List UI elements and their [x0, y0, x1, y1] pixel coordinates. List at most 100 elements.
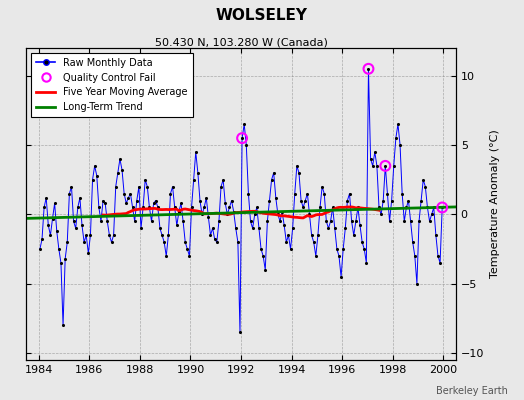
Point: [352, 218, 360, 224]
Point: [428, 211, 436, 218]
Point: [419, 176, 428, 183]
Point: [107, 239, 116, 245]
Point: [407, 218, 415, 224]
Point: [381, 163, 389, 169]
Point: [73, 204, 82, 211]
Y-axis label: Temperature Anomaly (°C): Temperature Anomaly (°C): [489, 130, 500, 278]
Point: [110, 232, 118, 238]
Point: [276, 218, 284, 224]
Point: [151, 197, 160, 204]
Point: [194, 170, 202, 176]
Point: [101, 200, 110, 206]
Point: [232, 225, 240, 232]
Point: [385, 218, 394, 224]
Point: [185, 253, 194, 259]
Point: [398, 190, 406, 197]
Point: [211, 236, 219, 242]
Point: [183, 246, 191, 252]
Point: [322, 218, 331, 224]
Point: [425, 218, 434, 224]
Point: [116, 156, 124, 162]
Point: [133, 197, 141, 204]
Point: [436, 260, 444, 266]
Point: [82, 232, 91, 238]
Point: [213, 239, 221, 245]
Point: [238, 135, 246, 141]
Point: [128, 204, 137, 211]
Point: [57, 260, 65, 266]
Point: [326, 218, 335, 224]
Text: Berkeley Earth: Berkeley Earth: [436, 386, 508, 396]
Point: [52, 228, 61, 234]
Point: [198, 211, 206, 218]
Point: [244, 190, 253, 197]
Point: [190, 176, 198, 183]
Point: [265, 197, 274, 204]
Point: [301, 197, 310, 204]
Point: [126, 190, 135, 197]
Point: [324, 225, 333, 232]
Point: [356, 222, 364, 229]
Point: [259, 253, 267, 259]
Point: [230, 208, 238, 215]
Point: [63, 239, 71, 245]
Point: [141, 176, 149, 183]
Point: [271, 194, 280, 201]
Point: [411, 253, 419, 259]
Point: [329, 204, 337, 211]
Point: [196, 197, 204, 204]
Point: [288, 225, 297, 232]
Point: [118, 167, 126, 173]
Point: [375, 204, 383, 211]
Point: [284, 232, 292, 238]
Point: [215, 218, 223, 224]
Point: [137, 225, 145, 232]
Point: [383, 190, 391, 197]
Point: [257, 246, 265, 252]
Point: [415, 218, 423, 224]
Point: [269, 170, 278, 176]
Point: [86, 232, 95, 238]
Point: [120, 190, 128, 197]
Point: [299, 204, 308, 211]
Point: [405, 197, 413, 204]
Point: [75, 194, 84, 201]
Point: [38, 236, 46, 242]
Point: [145, 204, 154, 211]
Point: [432, 232, 440, 238]
Point: [236, 329, 244, 336]
Point: [354, 204, 362, 211]
Point: [333, 246, 341, 252]
Point: [65, 190, 73, 197]
Point: [362, 260, 370, 266]
Point: [67, 184, 75, 190]
Point: [391, 135, 400, 141]
Point: [105, 232, 114, 238]
Point: [389, 163, 398, 169]
Point: [370, 149, 379, 155]
Point: [347, 218, 356, 224]
Point: [91, 163, 99, 169]
Point: [44, 222, 52, 229]
Point: [293, 163, 301, 169]
Point: [312, 253, 320, 259]
Point: [248, 225, 257, 232]
Point: [278, 208, 286, 215]
Point: [335, 253, 343, 259]
Point: [95, 204, 103, 211]
Point: [174, 208, 183, 215]
Point: [122, 200, 130, 206]
Point: [221, 200, 230, 206]
Point: [255, 225, 263, 232]
Point: [130, 218, 139, 224]
Point: [54, 246, 63, 252]
Point: [261, 267, 269, 273]
Point: [156, 225, 164, 232]
Point: [234, 239, 242, 245]
Point: [61, 256, 69, 262]
Point: [240, 121, 248, 128]
Point: [46, 232, 54, 238]
Point: [364, 66, 373, 72]
Point: [387, 197, 396, 204]
Point: [89, 176, 97, 183]
